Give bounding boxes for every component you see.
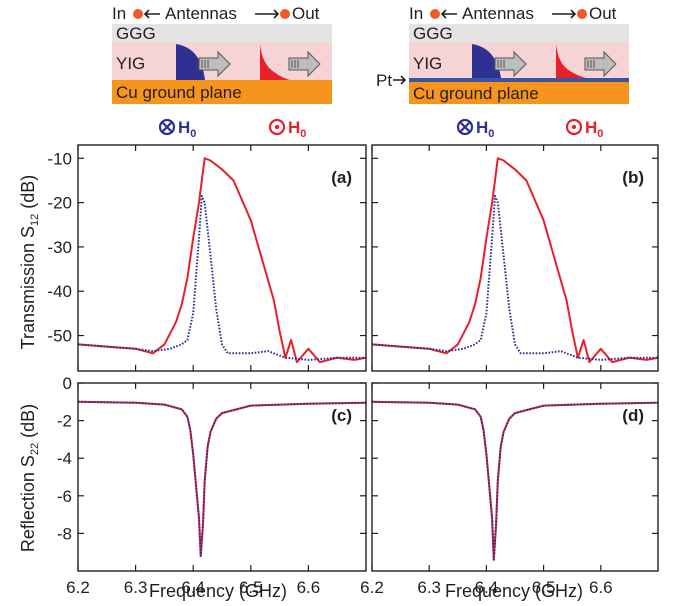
chart-panel: -10 -20 -30 -40 -50 (a) [47,144,367,372]
cu-layer [409,82,629,104]
series-line-red [372,400,658,561]
arrow-left-icon [143,9,160,19]
arrow-icon [584,50,617,78]
cu-label: Cu ground plane [413,84,539,103]
series-group [78,400,366,557]
cu-layer [112,80,332,104]
field-label-out: H0 [585,118,603,140]
output-dot [577,9,587,19]
ggg-layer [409,24,629,42]
series-line-red [372,157,658,364]
in-label: In [409,4,423,23]
x-axis-title: Frequency (GHz) [149,581,287,601]
x-tick-label: 6.3 [124,578,148,597]
chart-panel: 6.2 6.3 6.4 6.5 6.6 (d) [360,382,659,597]
x-tick-label: 6.6 [297,578,321,597]
series-line-red [78,400,366,557]
ggg-label: GGG [413,24,453,43]
plot-frame [371,144,659,372]
device-diagram-a: In Antennas Out GGG YIG Cu ground plane … [112,4,332,140]
y-tick-label: -4 [57,449,72,468]
plot-frame [371,382,659,572]
arrow-right-icon [393,75,407,85]
y-axis-title-transmission: Transmission S12 (dB) [18,175,41,350]
y-axis-title-reflection: Reflection S22 (dB) [18,404,41,552]
input-dot [430,9,440,19]
series-line-blue [78,400,366,557]
y-tick-label: -6 [57,487,72,506]
yig-label: YIG [116,54,145,73]
series-line-red [78,157,366,364]
output-dot [280,9,290,19]
y-tick-label: -30 [47,238,72,257]
field-out-of-page-icon [565,118,583,136]
pt-label: Pt [376,71,392,90]
field-label-into: H0 [476,118,494,140]
device-diagram-b: In Antennas Out GGG YIG Cu ground plane … [376,4,629,140]
x-tick-label: 6.5 [239,578,263,597]
field-into-page-icon [158,118,176,136]
field-label-into: H0 [178,118,196,140]
y-tick-label: -2 [57,412,72,431]
series-line-blue [78,195,366,361]
series-line-blue [372,400,658,561]
panel-label: (b) [622,168,644,187]
red-spin-wave-profile [556,44,586,78]
x-tick-label: 6.6 [589,578,613,597]
series-group [372,400,658,561]
x-tick-label: 6.3 [417,578,441,597]
arrow-icon [288,50,321,78]
chart-panel: 6.2 6.3 6.4 6.5 6.6 0 -2 -4 -6 -8 (c) [57,374,367,597]
arrow-left-icon [440,9,457,19]
in-label: In [112,4,126,23]
field-out-of-page-icon [268,118,286,136]
arrow-right-icon [552,9,577,19]
arrow-icon [494,50,527,78]
x-axis-title: Frequency (GHz) [445,581,583,601]
series-group [78,157,366,364]
red-spin-wave-profile [260,44,290,80]
panel-label: (a) [331,168,352,187]
antennas-label: Antennas [165,4,237,23]
panel-label: (c) [331,406,352,425]
blue-spin-wave-profile [176,44,205,80]
y-tick-label: -10 [47,149,72,168]
y-tick-label: -20 [47,194,72,213]
panel-label: (d) [622,406,644,425]
arrow-icon [198,50,231,78]
input-dot [133,9,143,19]
arrow-right-icon [255,9,280,19]
yig-label: YIG [413,54,442,73]
plot-frame [77,144,367,372]
x-tick-label: 6.5 [532,578,556,597]
chart-panel: (b) [371,144,659,372]
out-label: Out [292,4,320,23]
antennas-label: Antennas [462,4,534,23]
x-tick-label: 6.2 [360,578,384,597]
series-group [372,157,658,364]
ggg-label: GGG [116,24,156,43]
y-tick-label: -40 [47,282,72,301]
x-tick-label: 6.4 [475,578,499,597]
series-line-blue [372,195,658,361]
ggg-layer [112,24,332,42]
plot-area: -10 -20 -30 -40 -50 (a) (b) 6.2 6.3 6.4 6.5 6.6 0 -2 -… [47,144,659,597]
x-tick-label: 6.2 [66,578,90,597]
y-tick-label: 0 [63,374,72,393]
plot-frame [77,382,367,572]
y-tick-label: -50 [47,327,72,346]
blue-spin-wave-profile [472,44,501,78]
field-label-out: H0 [288,118,306,140]
cu-label: Cu ground plane [116,83,242,102]
out-label: Out [589,4,617,23]
x-tick-label: 6.4 [181,578,205,597]
y-tick-label: -8 [57,524,72,543]
field-into-page-icon [456,118,474,136]
pt-layer [409,78,629,82]
